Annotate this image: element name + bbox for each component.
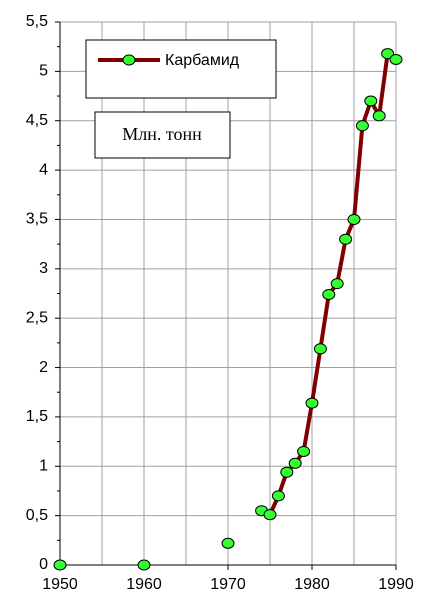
marker [137,559,151,571]
marker [381,48,395,60]
y-tick-label: 2 [39,359,48,376]
y-tick-label: 1 [39,457,48,474]
x-tick-label: 1960 [126,576,162,593]
x-tick-label: 1980 [294,576,330,593]
legend-box [85,39,277,99]
marker [280,466,294,478]
y-tick-label: 4 [39,161,48,178]
marker [263,509,277,521]
legend-label: Карбамид [165,52,240,69]
annotation: Млн. тонн [122,124,202,144]
y-tick-label: 4,5 [26,112,48,129]
y-tick-label: 1,5 [26,408,48,425]
marker [322,288,336,300]
marker [313,343,327,355]
marker [339,233,353,245]
marker [330,278,344,290]
line [260,51,398,517]
x-tick-label: 1990 [378,576,414,593]
marker [53,559,67,571]
plot [53,48,403,571]
marker [288,457,302,469]
marker [347,213,361,225]
grid: 0 0,5 1 1,5 2 2,5 3 3,5 4 4,5 5 5,5 1950 1960 1970 1980… [26,13,414,593]
marker [221,537,235,549]
x-tick-label: 1970 [210,576,246,593]
marker [355,120,369,132]
marker [364,95,378,107]
annotation-box [94,111,231,159]
marker [271,490,285,502]
y-tick-label: 3,5 [26,211,48,228]
y-tick-label: 5 [39,63,48,80]
marker [389,54,403,66]
y-tick-label: 0 [39,556,48,573]
marker [297,445,311,457]
y-tick-label: 3 [39,260,48,277]
marker [305,397,319,409]
y-tick-label: 0,5 [26,507,48,524]
marker [372,110,386,122]
legend-marker [122,54,136,66]
x-tick-label: 1950 [42,576,78,593]
y-tick-label: 2,5 [26,309,48,326]
y-tick-label: 5,5 [26,13,48,30]
